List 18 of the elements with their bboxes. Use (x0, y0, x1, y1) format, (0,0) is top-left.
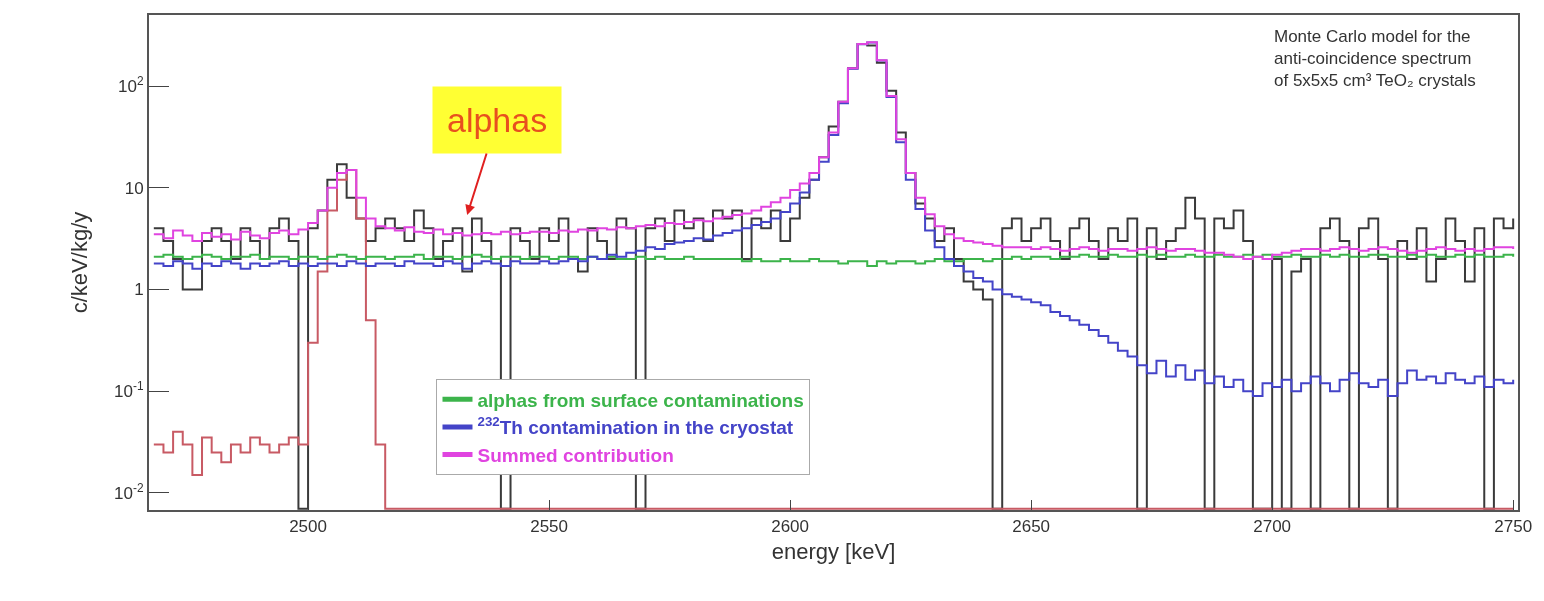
x-tick-label: 2750 (1494, 517, 1533, 537)
x-tick-label: 2500 (289, 517, 327, 537)
legend-label: alphas from surface contaminations (477, 389, 804, 411)
y-axis-title: c/keV/kg/y (67, 211, 93, 314)
x-tick-label: 2700 (1253, 517, 1292, 537)
y-tick-label: 10$^{2}$ (118, 73, 144, 97)
x-axis-title: energy [keV] (771, 538, 896, 564)
legend-label: $^{232}$Th contamination in the cryostat (477, 414, 794, 439)
annotation: Monte Carlo model for the anti-coincidence spectrum of 5x5x5 cm³ TeO₂ crystals (1274, 27, 1476, 91)
y-tick-label: 10$^{-1}$ (114, 379, 144, 402)
x-tick-label: 2600 (771, 517, 810, 537)
y-tick-label: 10$^{-2}$ (114, 480, 144, 503)
x-tick-label: 2650 (1012, 517, 1051, 537)
legend-label: Summed contribution (477, 445, 674, 467)
y-tick-label: 10 (124, 178, 144, 198)
x-tick-label: 2550 (530, 517, 569, 537)
y-tick-label: 1 (134, 280, 144, 300)
annotation: alphas (447, 101, 548, 139)
